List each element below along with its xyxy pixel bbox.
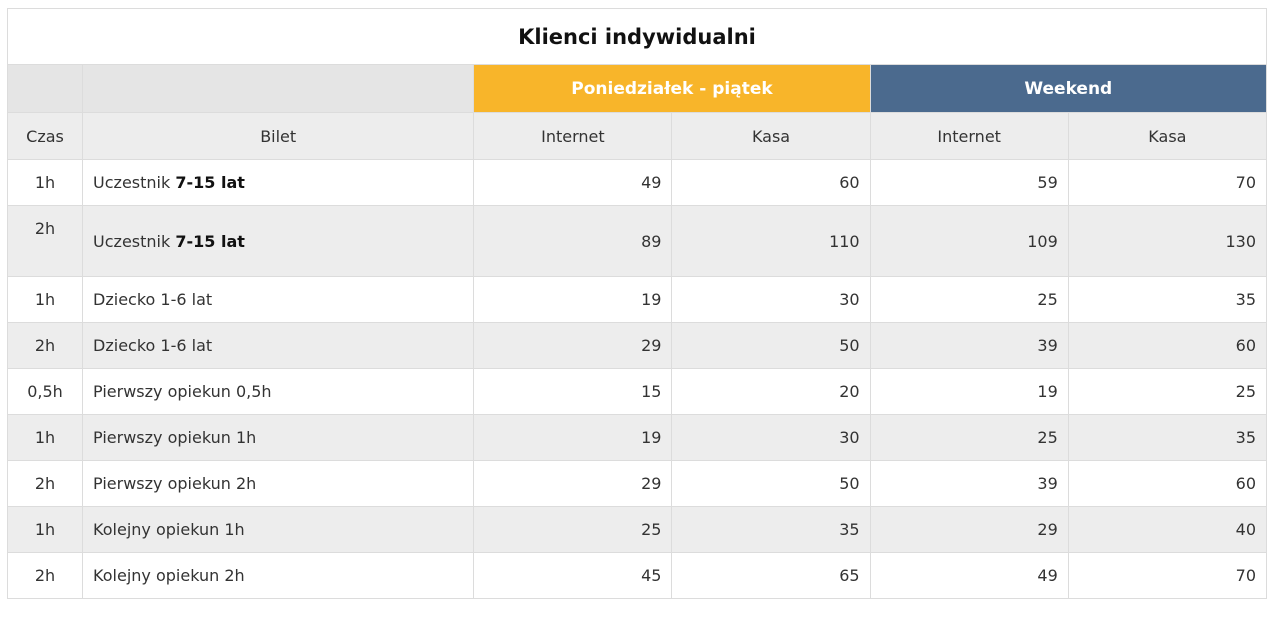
table-row: 1h Dziecko 1-6 lat 19 30 25 35 [6,276,1268,323]
cell-bilet: Kolejny opiekun 2h [82,552,475,599]
cell-czas: 1h [6,159,84,206]
cell-bilet: Pierwszy opiekun 1h [82,414,475,461]
table-body: 1h Uczestnik 7-15 lat 49 60 59 70 2h Ucz… [6,159,1268,599]
cell-weekday-kasa: 20 [671,368,871,415]
group-header-weekend: Weekend [869,64,1268,113]
cell-weekday-kasa: 110 [671,205,871,277]
cell-weekday-internet: 49 [473,159,673,206]
cell-weekday-kasa: 65 [671,552,871,599]
cell-czas: 1h [6,276,84,323]
cell-weekend-kasa: 25 [1067,368,1268,415]
cell-czas: 1h [6,414,84,461]
cell-weekend-internet: 29 [869,506,1069,553]
table-row: 2h Dziecko 1-6 lat 29 50 39 60 [6,322,1268,369]
group-header-empty-czas [6,64,84,113]
cell-weekend-kasa: 70 [1067,552,1268,599]
cell-weekend-internet: 39 [869,322,1069,369]
bilet-age-range: 7-15 lat [175,173,245,192]
pricing-table: Klienci indywidualni Poniedziałek - piąt… [6,8,1268,599]
group-header-empty-bilet [82,64,475,113]
table-row: 0,5h Pierwszy opiekun 0,5h 15 20 19 25 [6,368,1268,415]
cell-weekday-internet: 29 [473,460,673,507]
cell-weekday-kasa: 60 [671,159,871,206]
bilet-label: Uczestnik [93,231,176,251]
cell-weekend-internet: 25 [869,414,1069,461]
title-row: Klienci indywidualni [7,8,1267,65]
cell-bilet: Dziecko 1-6 lat [82,276,475,323]
cell-weekend-internet: 59 [869,159,1069,206]
cell-weekday-internet: 19 [473,414,673,461]
bilet-label: Uczestnik [93,173,176,192]
cell-weekend-kasa: 35 [1067,276,1268,323]
cell-bilet: Dziecko 1-6 lat [82,322,475,369]
cell-weekend-kasa: 40 [1067,506,1268,553]
cell-weekday-kasa: 50 [671,322,871,369]
cell-bilet: Pierwszy opiekun 0,5h [82,368,475,415]
cell-weekday-internet: 19 [473,276,673,323]
cell-weekday-kasa: 35 [671,506,871,553]
cell-czas: 2h [6,460,84,507]
cell-weekday-kasa: 30 [671,276,871,323]
column-header-row: Czas Bilet Internet Kasa Internet Kasa [6,112,1268,160]
pricing-table-container: Klienci indywidualni Poniedziałek - piąt… [6,8,1268,599]
column-header-weekend-internet: Internet [869,112,1069,160]
table-row: 2h Kolejny opiekun 2h 45 65 49 70 [6,552,1268,599]
cell-weekday-internet: 89 [473,205,673,277]
table-row: 1h Pierwszy opiekun 1h 19 30 25 35 [6,414,1268,461]
cell-weekday-internet: 25 [473,506,673,553]
cell-bilet: Uczestnik 7-15 lat [82,205,475,277]
cell-weekend-kasa: 70 [1067,159,1268,206]
group-header-weekday: Poniedziałek - piątek [473,64,871,113]
cell-weekday-internet: 45 [473,552,673,599]
cell-weekend-kasa: 60 [1067,322,1268,369]
cell-czas: 1h [6,506,84,553]
column-header-weekday-internet: Internet [473,112,673,160]
cell-weekday-internet: 15 [473,368,673,415]
cell-weekend-kasa: 35 [1067,414,1268,461]
cell-weekend-internet: 19 [869,368,1069,415]
cell-weekend-internet: 109 [869,205,1069,277]
cell-weekend-internet: 49 [869,552,1069,599]
cell-weekend-kasa: 60 [1067,460,1268,507]
table-row: 1h Uczestnik 7-15 lat 49 60 59 70 [6,159,1268,206]
cell-weekday-kasa: 30 [671,414,871,461]
column-header-weekday-kasa: Kasa [671,112,871,160]
table-row: 1h Kolejny opiekun 1h 25 35 29 40 [6,506,1268,553]
cell-bilet: Kolejny opiekun 1h [82,506,475,553]
table-title: Klienci indywidualni [7,8,1267,65]
cell-czas: 0,5h [6,368,84,415]
cell-czas: 2h [6,322,84,369]
column-header-czas: Czas [6,112,84,160]
cell-czas: 2h [6,205,84,277]
table-row: 2h Uczestnik 7-15 lat 89 110 109 130 [6,205,1268,277]
cell-czas: 2h [6,552,84,599]
bilet-age-range: 7-15 lat [175,231,245,251]
column-header-bilet: Bilet [82,112,475,160]
cell-bilet: Uczestnik 7-15 lat [82,159,475,206]
cell-weekday-kasa: 50 [671,460,871,507]
group-header-row: Poniedziałek - piątek Weekend [6,64,1268,113]
table-row: 2h Pierwszy opiekun 2h 29 50 39 60 [6,460,1268,507]
cell-bilet: Pierwszy opiekun 2h [82,460,475,507]
column-header-weekend-kasa: Kasa [1067,112,1268,160]
cell-weekend-internet: 25 [869,276,1069,323]
cell-weekday-internet: 29 [473,322,673,369]
cell-weekend-kasa: 130 [1067,205,1268,277]
cell-weekend-internet: 39 [869,460,1069,507]
